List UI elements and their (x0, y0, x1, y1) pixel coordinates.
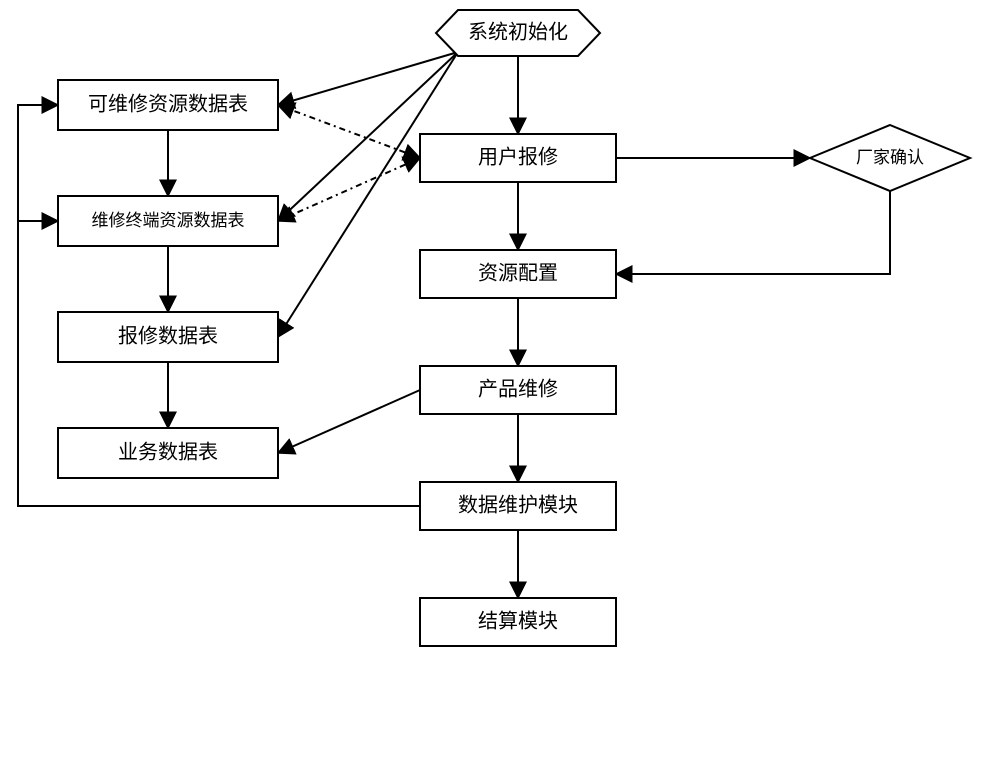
node-label-settle: 结算模块 (478, 610, 558, 633)
node-label-terminal: 维修终端资源数据表 (92, 211, 245, 230)
node-confirm: 厂家确认 (810, 125, 970, 191)
node-resconf: 资源配置 (420, 250, 616, 298)
node-settle: 结算模块 (420, 598, 616, 646)
node-repairable: 可维修资源数据表 (58, 80, 278, 130)
node-label-confirm: 厂家确认 (856, 148, 924, 167)
node-label-repairable: 可维修资源数据表 (88, 93, 248, 116)
node-business: 业务数据表 (58, 428, 278, 478)
node-label-datamaint: 数据维护模块 (458, 494, 578, 517)
node-prodmaint: 产品维修 (420, 366, 616, 414)
node-init: 系统初始化 (436, 10, 600, 56)
node-terminal: 维修终端资源数据表 (58, 196, 278, 246)
node-label-repairreq: 报修数据表 (118, 325, 218, 348)
node-label-userreport: 用户报修 (478, 146, 558, 169)
node-label-business: 业务数据表 (118, 441, 218, 464)
node-datamaint: 数据维护模块 (420, 482, 616, 530)
node-userreport: 用户报修 (420, 134, 616, 182)
node-label-resconf: 资源配置 (478, 262, 558, 285)
node-label-init: 系统初始化 (468, 21, 568, 44)
node-repairreq: 报修数据表 (58, 312, 278, 362)
flowchart-canvas: 系统初始化用户报修资源配置产品维修数据维护模块结算模块 可维修资源数据表维修终端资… (0, 0, 1000, 757)
node-label-prodmaint: 产品维修 (478, 378, 558, 401)
